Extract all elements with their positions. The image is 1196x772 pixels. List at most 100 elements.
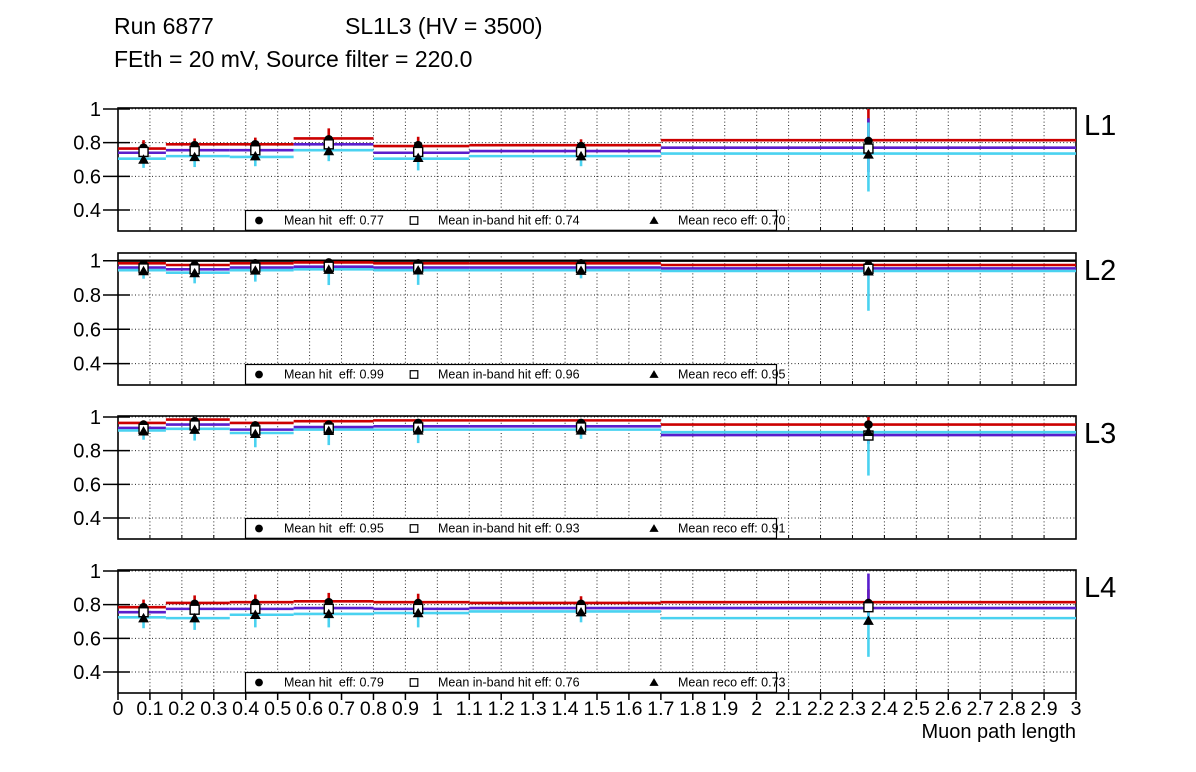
- legend-label: Mean hit eff: 0.99: [284, 368, 384, 382]
- reco-eff-marker: [249, 150, 261, 161]
- legend-label: Mean hit eff: 0.95: [284, 522, 384, 536]
- legend-square-icon: [409, 370, 419, 379]
- reco-eff-marker: [863, 426, 874, 437]
- reco-eff-marker: [575, 265, 587, 275]
- legend-triangle-icon: [649, 678, 659, 686]
- x-tick-label: 2: [751, 698, 762, 720]
- x-tick-label: 2.9: [1031, 698, 1058, 720]
- hit-eff-marker: [864, 136, 873, 146]
- y-tick-label: 0.4: [73, 662, 101, 684]
- x-tick-label: 1.7: [647, 698, 674, 720]
- panel-L2: 0.4 0.6 0.8 1 Mean hit eff: 0.99 Mean in-band…: [73, 251, 1116, 386]
- legend-square-icon: [409, 678, 419, 687]
- x-tick-label: 0.9: [392, 698, 419, 720]
- run-title: Run 6877: [114, 13, 214, 39]
- panel-label-L2: L2: [1084, 255, 1116, 287]
- y-tick-label: 0.6: [73, 474, 101, 496]
- x-tick-label: 0.2: [168, 698, 195, 720]
- inband-eff-marker: [863, 601, 874, 613]
- x-tick-label: 1.2: [488, 698, 515, 720]
- reco-eff-marker: [138, 426, 149, 436]
- reco-eff-marker: [189, 612, 201, 623]
- y-tick-label: 0.4: [73, 200, 101, 222]
- legend-circle-icon: [255, 216, 263, 225]
- x-tick-label: 2.7: [967, 698, 994, 720]
- legend-box: [244, 363, 778, 385]
- x-tick-label: 1: [432, 698, 443, 720]
- x-axis: 0 0.1 0.2 0.3 0.4 0.5 0.6 0.7 0.8 0.9 1 1.1 1.2 1.3 1.…: [113, 693, 1082, 743]
- y-tick-label: 0.8: [73, 285, 101, 307]
- y-tick-label: 0.4: [73, 354, 101, 376]
- x-tick-label: 1.1: [456, 698, 483, 720]
- y-tick-label: 1: [90, 99, 101, 121]
- legend-label: Mean hit eff: 0.77: [284, 214, 384, 228]
- panel-frame: [117, 252, 1077, 386]
- reco-eff-marker: [249, 428, 261, 439]
- reco-eff-marker: [323, 608, 335, 619]
- y-axis: 0.4 0.6 0.8 1: [73, 561, 130, 684]
- panel-L4: 0.4 0.6 0.8 1 Mean hit eff: 0.79 Mean in-band…: [73, 561, 1116, 694]
- reco-eff-marker: [323, 145, 335, 156]
- reco-eff-marker: [138, 265, 149, 276]
- reco-eff-marker: [575, 150, 587, 161]
- reco-eff-marker: [323, 425, 335, 436]
- panel-label-L4: L4: [1084, 572, 1116, 604]
- data-markers: [138, 258, 874, 278]
- reco-eff-marker: [138, 154, 149, 164]
- legend-L3: Mean hit eff: 0.95 Mean in-band hit eff: …: [244, 517, 786, 539]
- x-tick-label: 1.6: [615, 698, 642, 720]
- hit-eff-marker: [864, 420, 873, 429]
- series-line-hit: [118, 418, 1076, 426]
- panel-L1: 0.4 0.6 0.8 1 Mean hit eff: 0.77 Mean in-band…: [73, 99, 1116, 232]
- reco-eff-marker: [412, 265, 424, 275]
- x-tick-label: 2.4: [871, 698, 898, 720]
- data-markers: [138, 416, 874, 441]
- x-tick-label: 2.8: [999, 698, 1026, 720]
- y-axis: 0.4 0.6 0.8 1: [73, 251, 130, 376]
- data-markers: [138, 134, 874, 164]
- x-tick-label: 1.9: [711, 698, 738, 720]
- reco-eff-marker: [412, 607, 424, 618]
- y-tick-label: 0.6: [73, 628, 101, 650]
- reco-eff-marker: [412, 425, 424, 435]
- x-tick-label: 2.2: [807, 698, 834, 720]
- x-tick-label: 0.7: [328, 698, 355, 720]
- reco-eff-marker: [323, 264, 335, 274]
- y-tick-label: 0.8: [73, 595, 101, 617]
- reco-eff-marker: [863, 615, 874, 625]
- legend-L1: Mean hit eff: 0.77 Mean in-band hit eff: …: [244, 209, 786, 231]
- reco-eff-marker: [138, 612, 149, 623]
- x-tick-label: 0.3: [200, 698, 227, 720]
- legend-box: [244, 671, 778, 693]
- legend-box: [244, 517, 778, 539]
- reco-eff-marker: [189, 151, 201, 162]
- x-tick-label: 2.6: [935, 698, 962, 720]
- legend-label: Mean reco eff: 0.73: [678, 676, 786, 690]
- reco-eff-marker: [575, 425, 587, 435]
- y-tick-label: 0.6: [73, 166, 101, 188]
- y-tick-label: 1: [90, 407, 101, 429]
- x-tick-label: 0.6: [296, 698, 323, 720]
- legend-triangle-icon: [649, 370, 659, 378]
- legend-label: Mean in-band hit eff: 0.76: [438, 676, 580, 690]
- y-axis: 0.4 0.6 0.8 1: [73, 407, 130, 530]
- threshold-subtitle: FEth = 20 mV, Source filter = 220.0: [114, 46, 473, 72]
- data-markers: [138, 597, 874, 625]
- x-tick-label: 2.5: [903, 698, 930, 720]
- y-tick-label: 0.8: [73, 441, 101, 463]
- legend-label: Mean in-band hit eff: 0.93: [438, 522, 580, 536]
- x-tick-label: 3: [1071, 698, 1082, 720]
- config-title: SL1L3 (HV = 3500): [345, 13, 543, 39]
- reco-eff-marker: [412, 152, 424, 163]
- x-tick-label: 0.8: [360, 698, 387, 720]
- reco-eff-marker: [863, 266, 874, 276]
- y-tick-label: 0.6: [73, 319, 101, 341]
- reco-eff-marker: [575, 607, 587, 617]
- y-axis: 0.4 0.6 0.8 1: [73, 99, 130, 222]
- x-tick-label: 0.5: [264, 698, 291, 720]
- x-tick-label: 0.4: [232, 698, 259, 720]
- legend-label: Mean in-band hit eff: 0.74: [438, 214, 580, 228]
- legend-L4: Mean hit eff: 0.79 Mean in-band hit eff: …: [244, 671, 786, 693]
